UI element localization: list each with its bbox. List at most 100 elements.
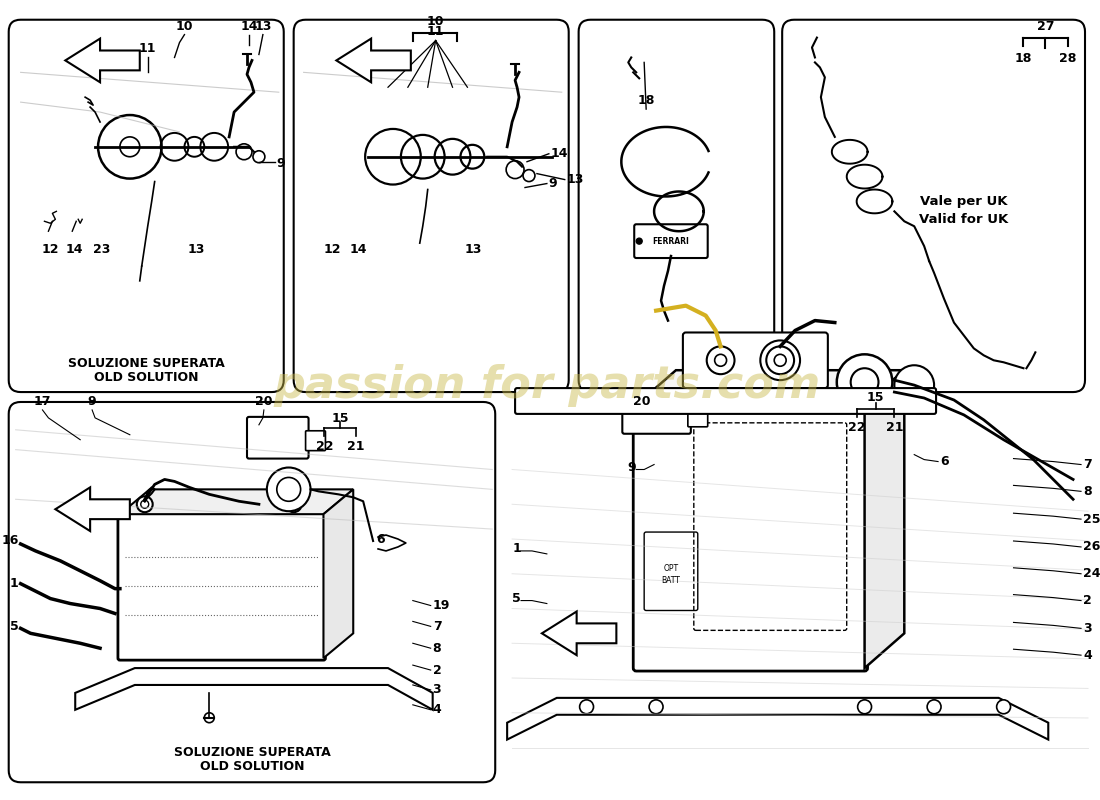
Text: 13: 13 bbox=[566, 173, 584, 186]
Text: 20: 20 bbox=[255, 395, 273, 408]
Text: 10: 10 bbox=[427, 14, 444, 28]
Text: 17: 17 bbox=[34, 395, 52, 408]
Text: SOLUZIONE SUPERATA: SOLUZIONE SUPERATA bbox=[68, 358, 226, 370]
FancyBboxPatch shape bbox=[645, 532, 697, 610]
Circle shape bbox=[141, 500, 149, 508]
FancyBboxPatch shape bbox=[688, 407, 707, 427]
Text: 13: 13 bbox=[188, 243, 205, 256]
Polygon shape bbox=[55, 487, 130, 531]
Polygon shape bbox=[865, 370, 904, 668]
Text: 14: 14 bbox=[551, 147, 569, 160]
Text: 14: 14 bbox=[66, 243, 82, 256]
FancyBboxPatch shape bbox=[635, 224, 707, 258]
Circle shape bbox=[774, 354, 786, 366]
Circle shape bbox=[894, 366, 934, 405]
Text: 13: 13 bbox=[254, 20, 272, 33]
Text: 24: 24 bbox=[1084, 567, 1100, 580]
Text: 8: 8 bbox=[1084, 485, 1091, 498]
Polygon shape bbox=[65, 38, 140, 82]
Text: 2: 2 bbox=[432, 663, 441, 677]
Text: 9: 9 bbox=[277, 157, 285, 170]
Text: 22: 22 bbox=[316, 440, 333, 453]
FancyBboxPatch shape bbox=[306, 430, 326, 450]
Text: 4: 4 bbox=[1084, 649, 1092, 662]
Circle shape bbox=[927, 700, 940, 714]
Text: 21: 21 bbox=[348, 440, 365, 453]
Text: 22: 22 bbox=[848, 421, 866, 434]
Text: 6: 6 bbox=[376, 533, 385, 546]
Text: 25: 25 bbox=[1084, 513, 1100, 526]
Polygon shape bbox=[75, 668, 432, 710]
Circle shape bbox=[277, 478, 300, 502]
Text: BATT: BATT bbox=[661, 576, 681, 586]
Circle shape bbox=[715, 354, 727, 366]
Text: 7: 7 bbox=[1084, 458, 1092, 471]
Text: 11: 11 bbox=[139, 42, 156, 55]
Polygon shape bbox=[323, 490, 353, 658]
Circle shape bbox=[850, 368, 879, 396]
Circle shape bbox=[289, 500, 298, 508]
Text: OLD SOLUTION: OLD SOLUTION bbox=[95, 371, 199, 384]
Text: 18: 18 bbox=[1015, 53, 1032, 66]
Text: OPT: OPT bbox=[663, 564, 679, 574]
Text: 26: 26 bbox=[1084, 541, 1100, 554]
Text: 9: 9 bbox=[549, 177, 558, 190]
Circle shape bbox=[858, 700, 871, 714]
Circle shape bbox=[837, 354, 892, 410]
Text: 19: 19 bbox=[432, 599, 450, 612]
Text: 6: 6 bbox=[940, 455, 948, 468]
Text: 2: 2 bbox=[1084, 594, 1092, 607]
Circle shape bbox=[580, 700, 594, 714]
Text: 12: 12 bbox=[42, 243, 59, 256]
Text: 11: 11 bbox=[427, 25, 444, 38]
Text: 3: 3 bbox=[432, 683, 441, 697]
FancyBboxPatch shape bbox=[623, 392, 691, 434]
Circle shape bbox=[636, 238, 642, 244]
Text: 9: 9 bbox=[628, 461, 636, 474]
Text: 1: 1 bbox=[513, 542, 521, 555]
Text: 4: 4 bbox=[432, 703, 441, 716]
Polygon shape bbox=[337, 38, 410, 82]
Text: FERRARI: FERRARI bbox=[652, 237, 690, 246]
Text: 5: 5 bbox=[513, 592, 521, 605]
Text: 7: 7 bbox=[432, 620, 441, 633]
Text: Vale per UK: Vale per UK bbox=[920, 195, 1008, 208]
Polygon shape bbox=[120, 490, 353, 514]
Text: 1: 1 bbox=[10, 577, 19, 590]
Circle shape bbox=[267, 467, 310, 511]
Text: SOLUZIONE SUPERATA: SOLUZIONE SUPERATA bbox=[174, 746, 330, 759]
Text: 13: 13 bbox=[464, 243, 482, 256]
Text: 28: 28 bbox=[1059, 53, 1077, 66]
FancyBboxPatch shape bbox=[515, 388, 936, 414]
Text: 14: 14 bbox=[350, 243, 367, 256]
Circle shape bbox=[286, 496, 301, 512]
Polygon shape bbox=[636, 370, 904, 405]
Circle shape bbox=[649, 700, 663, 714]
Circle shape bbox=[136, 496, 153, 512]
Text: 16: 16 bbox=[1, 534, 19, 547]
Text: 14: 14 bbox=[240, 20, 257, 33]
Text: Valid for UK: Valid for UK bbox=[920, 213, 1009, 226]
Text: 3: 3 bbox=[1084, 622, 1091, 635]
Circle shape bbox=[997, 700, 1011, 714]
Polygon shape bbox=[542, 611, 616, 655]
Circle shape bbox=[767, 346, 794, 374]
FancyBboxPatch shape bbox=[248, 417, 309, 458]
Text: 27: 27 bbox=[1036, 20, 1054, 33]
Text: 18: 18 bbox=[638, 94, 654, 107]
Text: 9: 9 bbox=[88, 395, 97, 408]
FancyBboxPatch shape bbox=[634, 402, 868, 671]
Circle shape bbox=[706, 346, 735, 374]
Text: 15: 15 bbox=[867, 391, 884, 404]
FancyBboxPatch shape bbox=[683, 333, 828, 388]
Text: 5: 5 bbox=[10, 620, 19, 633]
Text: 12: 12 bbox=[323, 243, 341, 256]
Text: 8: 8 bbox=[432, 642, 441, 654]
Text: passion for parts.com: passion for parts.com bbox=[273, 364, 821, 406]
Text: OLD SOLUTION: OLD SOLUTION bbox=[200, 760, 305, 774]
Polygon shape bbox=[507, 698, 1048, 739]
Text: 10: 10 bbox=[176, 20, 194, 33]
FancyBboxPatch shape bbox=[118, 512, 326, 660]
Text: 23: 23 bbox=[94, 243, 111, 256]
Text: 15: 15 bbox=[331, 412, 349, 425]
